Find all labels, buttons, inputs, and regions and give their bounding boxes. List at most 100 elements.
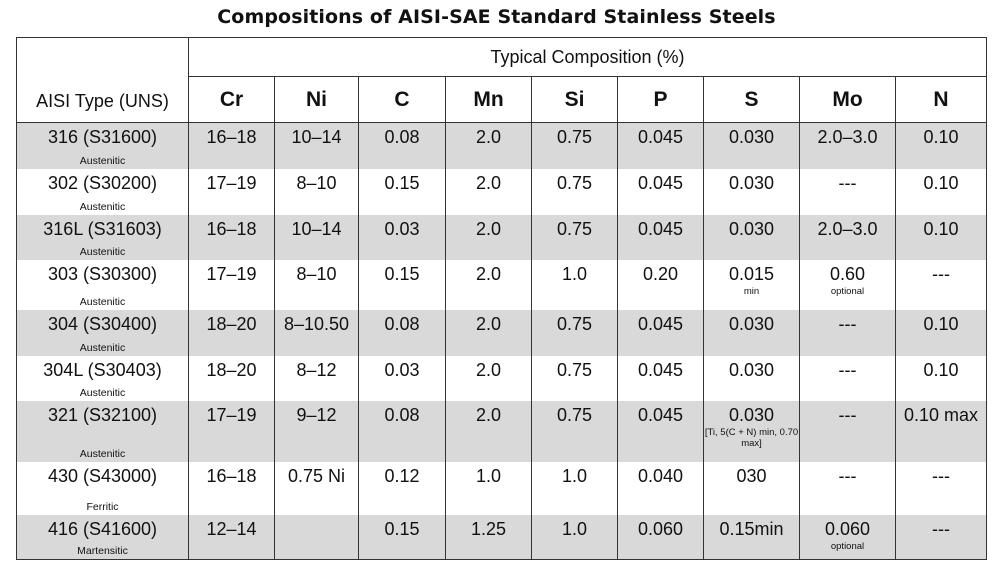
cell-s: 0.030 — [703, 309, 800, 356]
cell-ni: 10–14 — [274, 122, 359, 169]
value-p: 0.040 — [637, 465, 684, 486]
cell-mo: --- — [799, 168, 896, 215]
value-mo: --- — [838, 404, 857, 425]
cell-s: 0.030 — [703, 355, 800, 401]
cell-ni: 8–10 — [274, 168, 359, 215]
column-header-n: N — [895, 76, 988, 123]
column-group-typical-composition: Typical Composition (%) — [188, 37, 988, 77]
steel-type-label: 304 (S30400) — [47, 313, 158, 334]
value-p: 0.045 — [637, 172, 684, 193]
cell-aisi-type: 416 (S41600) Martensitic — [16, 514, 189, 560]
cell-s: 0.15min — [703, 514, 800, 560]
value-si: 1.0 — [561, 518, 588, 539]
cell-mo: 0.060 optional — [799, 514, 896, 560]
value-cr: 16–18 — [206, 465, 257, 486]
cell-mo: 0.60 optional — [799, 259, 896, 310]
value-si: 0.75 — [556, 172, 593, 193]
value-cr: 17–19 — [206, 404, 257, 425]
steel-class-label: Austenitic — [79, 200, 126, 213]
cell-c: 0.08 — [358, 122, 446, 169]
value-ni: 10–14 — [291, 127, 342, 147]
cell-s: 0.030 — [703, 214, 800, 260]
table-header: AISI Type (UNS) Typical Composition (%) … — [16, 37, 988, 123]
value-cr: 12–14 — [206, 518, 257, 539]
cell-si: 1.0 — [531, 259, 618, 310]
value-ni: 10–14 — [291, 218, 342, 239]
steel-class-label: Austenitic — [79, 341, 126, 354]
cell-aisi-type: 304L (S30403) Austenitic — [16, 355, 189, 401]
column-header-si: Si — [531, 76, 618, 123]
column-header-mn: Mn — [445, 76, 532, 123]
table-row: 321 (S32100) Austenitic 17–19 9–12 0.08 2.0 0.… — [16, 400, 988, 462]
steel-type-label: 316 (S31600) — [47, 127, 158, 147]
note-mo: optional — [830, 540, 865, 552]
value-ni: 8–12 — [296, 359, 337, 380]
cell-n: 0.10 — [895, 214, 988, 260]
table-row: 316L (S31603) Austenitic 16–18 10–14 0.03 2.0… — [16, 214, 988, 260]
cell-mn: 2.0 — [445, 214, 532, 260]
value-mn: 2.0 — [475, 359, 502, 380]
column-header-s: S — [703, 76, 800, 123]
value-si: 0.75 — [556, 359, 593, 380]
value-c: 0.08 — [384, 404, 420, 425]
cell-s: 030 — [703, 461, 800, 515]
value-c: 0.03 — [384, 218, 420, 239]
column-header-c: C — [358, 76, 446, 123]
note-mo: optional — [830, 285, 865, 297]
value-c: 0.15 — [384, 172, 420, 193]
value-c: 0.08 — [384, 127, 420, 147]
value-c: 0.12 — [384, 465, 420, 486]
cell-si: 0.75 — [531, 214, 618, 260]
cell-n: 0.10 — [895, 355, 988, 401]
cell-aisi-type: 303 (S30300) Austenitic — [16, 259, 189, 310]
cell-n: --- — [895, 259, 988, 310]
cell-cr: 17–19 — [188, 168, 275, 215]
steel-class-label: Austenitic — [79, 295, 126, 308]
value-cr: 16–18 — [206, 127, 257, 147]
column-header-aisi-type: AISI Type (UNS) — [16, 37, 189, 123]
cell-aisi-type: 321 (S32100) Austenitic — [16, 400, 189, 462]
cell-s: 0.030 — [703, 122, 800, 169]
value-c: 0.15 — [384, 263, 420, 284]
value-p: 0.045 — [637, 359, 684, 380]
cell-p: 0.045 — [617, 355, 704, 401]
cell-mn: 2.0 — [445, 309, 532, 356]
note-s: min — [743, 285, 760, 297]
value-n: 0.10 — [923, 313, 959, 334]
value-n: --- — [932, 518, 950, 539]
value-s: 0.015 — [728, 263, 775, 284]
steel-class-label: Austenitic — [79, 154, 126, 167]
cell-mn: 1.25 — [445, 514, 532, 560]
column-header-cr: Cr — [188, 76, 275, 123]
value-s: 0.030 — [728, 359, 775, 380]
value-s: 0.030 — [728, 218, 775, 239]
value-c: 0.08 — [384, 313, 420, 334]
cell-si: 0.75 — [531, 309, 618, 356]
table-body: 316 (S31600) Austenitic 16–18 10–14 0.08 2.0 0… — [16, 122, 988, 560]
value-n: 0.10 — [923, 127, 959, 147]
table-row: 302 (S30200) Austenitic 17–19 8–10 0.15 2.0 0.… — [16, 168, 988, 215]
cell-s: 0.030 — [703, 168, 800, 215]
value-n: 0.10 — [923, 359, 959, 380]
cell-mo: --- — [799, 355, 896, 401]
cell-c: 0.15 — [358, 168, 446, 215]
steel-type-label: 316L (S31603) — [43, 218, 162, 239]
value-c: 0.03 — [384, 359, 420, 380]
value-n: 0.10 — [923, 172, 959, 193]
value-cr: 17–19 — [206, 172, 257, 193]
cell-n: --- — [895, 461, 988, 515]
cell-s: 0.015 min — [703, 259, 800, 310]
cell-p: 0.040 — [617, 461, 704, 515]
value-p: 0.20 — [642, 263, 679, 284]
value-mo: 0.060 — [824, 518, 871, 539]
cell-c: 0.12 — [358, 461, 446, 515]
value-si: 0.75 — [556, 127, 593, 147]
cell-mn: 2.0 — [445, 400, 532, 462]
value-ni: 9–12 — [296, 404, 337, 425]
value-mn: 2.0 — [475, 313, 502, 334]
cell-c: 0.03 — [358, 214, 446, 260]
value-n: --- — [932, 263, 950, 284]
cell-mn: 2.0 — [445, 259, 532, 310]
cell-n: --- — [895, 514, 988, 560]
cell-mn: 2.0 — [445, 168, 532, 215]
